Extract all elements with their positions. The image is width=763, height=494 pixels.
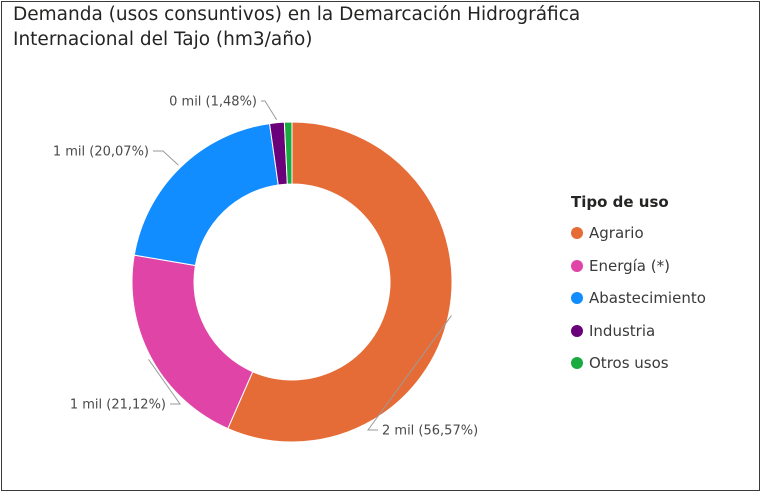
slice-otros-usos[interactable]: [283, 121, 293, 185]
legend-item-otros-usos[interactable]: Otros usos: [571, 347, 706, 380]
legend-marker: [571, 292, 583, 305]
legend-marker: [571, 259, 583, 272]
leader-line-energia: [148, 359, 181, 405]
legend-item-industria[interactable]: Industria: [571, 315, 706, 348]
data-label-industria: 0 mil (1,48%): [169, 95, 257, 110]
legend-label: Abastecimiento: [589, 289, 706, 308]
leader-line-industria: [261, 100, 278, 120]
legend-item-agrario[interactable]: Agrario: [571, 217, 706, 250]
slice-agrario[interactable]: [227, 121, 453, 443]
legend-item-energia[interactable]: Energía (*): [571, 250, 706, 283]
data-label-abastecimiento: 1 mil (20,07%): [53, 145, 149, 160]
leader-line-abastecimiento: [153, 150, 179, 166]
leader-line-agrario: [367, 315, 452, 431]
chart-title: Demanda (usos consuntivos) en la Demarca…: [13, 4, 581, 50]
legend-marker: [571, 227, 583, 240]
legend-label: Agrario: [589, 224, 644, 243]
legend-label: Industria: [589, 321, 656, 340]
chart-legend: Tipo de uso Agrario Energía (*) Abastecimi…: [571, 191, 706, 380]
legend-marker: [571, 357, 583, 370]
slice-energia[interactable]: [131, 254, 254, 430]
legend-marker: [571, 324, 583, 337]
data-label-agrario: 2 mil (56,57%): [382, 424, 478, 439]
legend-title: Tipo de uso: [571, 193, 669, 211]
legend-label: Energía (*): [589, 256, 670, 275]
data-label-energia: 1 mil (21,12%): [70, 398, 166, 413]
legend-item-abastecimiento[interactable]: Abastecimiento: [571, 282, 706, 315]
legend-label: Otros usos: [589, 354, 669, 373]
slice-abastecimiento[interactable]: [133, 123, 279, 267]
